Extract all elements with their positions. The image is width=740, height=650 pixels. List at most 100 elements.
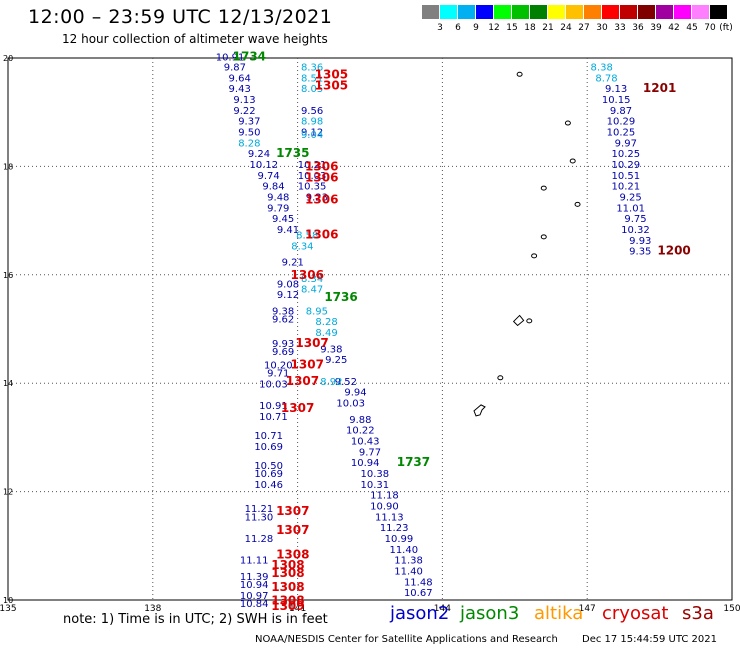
wave-height-label: 10.03 bbox=[336, 399, 365, 410]
scale-swatch bbox=[602, 5, 619, 19]
wave-height-label: 9.93 bbox=[629, 236, 651, 247]
wave-height-label: 11.30 bbox=[245, 512, 274, 523]
map-subtitle: 12 hour collection of altimeter wave hei… bbox=[62, 32, 328, 46]
wave-height-label: 1307 bbox=[291, 358, 324, 372]
wave-height-label: 11.40 bbox=[394, 567, 423, 578]
wave-height-label: 9.75 bbox=[624, 214, 646, 225]
wave-height-label: 10.15 bbox=[602, 95, 631, 106]
wave-height-label: 8.78 bbox=[595, 73, 617, 84]
scale-label: 45 bbox=[686, 23, 698, 33]
wave-height-label: 1306 bbox=[305, 192, 338, 206]
wave-height-label: 10.67 bbox=[404, 588, 433, 599]
lon-tick-label: 135 bbox=[0, 604, 17, 614]
timestamp: Dec 17 15:44:59 UTC 2021 bbox=[582, 634, 717, 645]
wave-height-label: 8.34 bbox=[291, 241, 313, 252]
wave-height-label: 1307 bbox=[276, 523, 309, 537]
scale-label: 70 bbox=[704, 23, 716, 33]
wave-height-label: 10.21 bbox=[298, 160, 327, 171]
wave-height-label: 1308 bbox=[271, 558, 304, 572]
wave-height-label: 1307 bbox=[276, 504, 309, 518]
island-outline bbox=[497, 375, 504, 381]
legend-s3a: s3a bbox=[682, 603, 714, 624]
wave-height-label: 1308 bbox=[271, 593, 304, 607]
scale-label: 42 bbox=[668, 23, 680, 33]
wave-height-label: 10.94 bbox=[240, 580, 269, 591]
wave-height-label: 9.74 bbox=[258, 171, 280, 182]
wave-height-label: 10.91 bbox=[259, 401, 288, 412]
wave-height-label: 9.23 bbox=[306, 193, 328, 204]
wave-height-label: 8.34 bbox=[301, 274, 323, 285]
wave-height-label: 9.38 bbox=[320, 344, 342, 355]
wave-height-label: 1307 bbox=[286, 374, 319, 388]
island-outline bbox=[531, 253, 538, 259]
scale-swatch bbox=[620, 5, 637, 19]
lon-tick-label: 150 bbox=[723, 604, 740, 614]
island-outline bbox=[516, 71, 523, 77]
wave-height-label: 10.94 bbox=[351, 458, 380, 469]
wave-height-label: 1735 bbox=[276, 146, 309, 160]
wave-height-label: 9.13 bbox=[233, 95, 255, 106]
wave-height-label: 9.71 bbox=[267, 369, 289, 380]
wave-height-label: 11.48 bbox=[404, 577, 433, 588]
scale-swatch bbox=[656, 5, 673, 19]
wave-height-label: 9.94 bbox=[344, 388, 366, 399]
wave-height-label: 10.46 bbox=[254, 480, 283, 491]
wave-height-label: 1306 bbox=[305, 171, 338, 185]
wave-height-label: 9.62 bbox=[272, 314, 294, 325]
lon-tick-label: 147 bbox=[579, 604, 596, 614]
wave-height-label: 10.31 bbox=[361, 480, 390, 491]
lat-tick-label: 16 bbox=[3, 271, 13, 280]
scale-swatch bbox=[638, 5, 655, 19]
scale-label: 24 bbox=[560, 23, 572, 33]
lat-tick-label: 18 bbox=[3, 162, 13, 171]
scale-swatch bbox=[422, 5, 439, 19]
legend-jason3: jason3 bbox=[460, 603, 520, 624]
scale-swatch bbox=[440, 5, 457, 19]
wave-height-label: 8.58 bbox=[296, 230, 318, 241]
lon-tick-label: 141 bbox=[289, 604, 306, 614]
island-outline bbox=[526, 318, 533, 324]
wave-height-label: 9.21 bbox=[282, 258, 304, 269]
scale-unit: (ft) bbox=[719, 23, 733, 33]
wave-height-label: 9.48 bbox=[267, 193, 289, 204]
wave-height-label: 10.69 bbox=[254, 442, 283, 453]
island-outline bbox=[569, 158, 576, 164]
lon-tick-label: 138 bbox=[144, 604, 161, 614]
wave-height-label: 10.71 bbox=[259, 412, 288, 423]
scale-swatch bbox=[530, 5, 547, 19]
scale-swatch bbox=[458, 5, 475, 19]
scale-swatch bbox=[476, 5, 493, 19]
wave-height-label: 11.21 bbox=[245, 504, 274, 515]
wave-height-label: 9.88 bbox=[349, 415, 371, 426]
wave-height-label: 8.36 bbox=[301, 62, 323, 73]
wave-height-label: 9.43 bbox=[229, 84, 251, 95]
wave-height-label: 11.23 bbox=[380, 523, 409, 534]
lat-tick-label: 12 bbox=[3, 488, 13, 497]
wave-height-label: 9.41 bbox=[277, 225, 299, 236]
wave-height-label: 1308 bbox=[271, 580, 304, 594]
wave-height-label: 10.22 bbox=[346, 426, 375, 437]
legend-cryosat: cryosat bbox=[602, 603, 669, 624]
scale-swatch bbox=[710, 5, 727, 19]
wave-height-label: 8.98 bbox=[301, 117, 323, 128]
wave-height-label: 9.22 bbox=[233, 106, 255, 117]
scale-label: 33 bbox=[614, 23, 626, 33]
wave-height-label: 9.69 bbox=[272, 347, 294, 358]
wave-height-label: 10.69 bbox=[254, 469, 283, 480]
wave-height-label: 9.25 bbox=[620, 193, 642, 204]
wave-height-label: 1308 bbox=[276, 547, 309, 561]
scale-swatch bbox=[548, 5, 565, 19]
wave-height-label: 10.51 bbox=[611, 171, 640, 182]
wave-height-label: 9.79 bbox=[267, 203, 289, 214]
legend-jason2: jason2 bbox=[390, 603, 450, 624]
wave-height-label: 9.37 bbox=[238, 117, 260, 128]
wave-height-label: 8.47 bbox=[301, 285, 323, 296]
wave-height-label: 8.95 bbox=[306, 306, 328, 317]
wave-height-label: 10.99 bbox=[385, 534, 414, 545]
map-frame bbox=[7, 57, 733, 601]
wave-height-label: 8.38 bbox=[591, 62, 613, 73]
wave-height-label: 1307 bbox=[295, 336, 328, 350]
wave-height-label: 10.03 bbox=[298, 171, 327, 182]
scale-swatch bbox=[494, 5, 511, 19]
wave-height-label: 1737 bbox=[397, 455, 430, 469]
